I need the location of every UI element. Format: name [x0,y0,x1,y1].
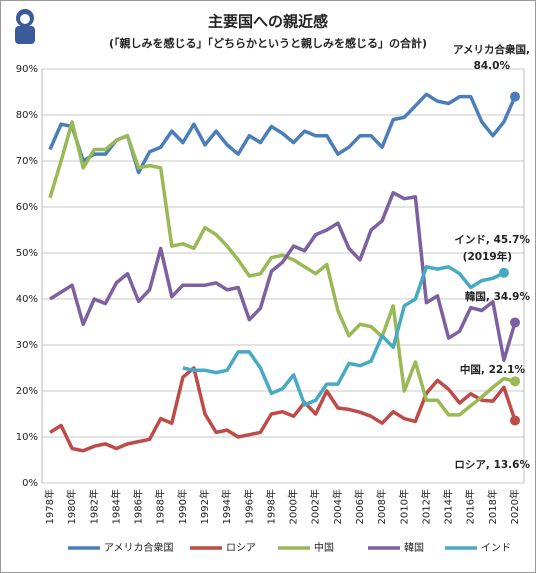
annotation: アメリカ合衆国, [453,43,530,56]
x-tick-label: 2014年 [442,489,455,524]
series-line [49,190,517,362]
end-point [510,376,520,387]
y-tick-label: 70% [16,156,38,167]
x-tick-label: 1982年 [87,489,100,524]
x-tick-label: 1994年 [220,489,233,524]
x-tick-label: 2018年 [486,489,499,524]
x-tick-label: 1984年 [109,489,122,524]
y-tick-label: 0% [22,478,38,489]
x-tick-label: 1992年 [198,489,211,524]
x-tick-label: 2008年 [375,489,388,524]
annotation: 中国, 22.1% [460,363,526,376]
x-tick-label: 1980年 [65,489,78,524]
y-tick-label: 30% [16,340,38,351]
end-point [510,415,520,426]
x-tick-label: 1990年 [176,489,189,524]
annotation: (2019年) [463,250,512,263]
annotation: インド, 45.7% [454,234,530,246]
annotation: ロシア, 13.6% [454,459,530,471]
x-tick-label: 2006年 [353,489,366,524]
y-tick-label: 90% [16,64,38,75]
y-tick-label: 10% [16,432,38,443]
chart-title: 主要国への親近感 [208,13,328,31]
x-tick-label: 1998年 [264,489,277,524]
chart-subtitle: (「親しみを感じる」「どちらかというと親しみを感じる」の合計) [109,36,427,50]
y-tick-label: 40% [16,294,38,305]
end-point [510,91,520,102]
x-tick-label: 2016年 [464,489,477,524]
x-tick-label: 2000年 [287,489,300,524]
y-tick-label: 80% [16,110,38,121]
y-tick-label: 20% [16,386,38,397]
y-tick-label: 50% [16,248,38,259]
x-tick-label: 2012年 [419,489,432,524]
legend-label: 韓国 [404,542,424,554]
series-line [48,120,516,417]
y-tick-label: 60% [16,202,38,213]
series-line [182,265,505,407]
legend-label: インド [481,543,511,554]
legend-label: ロシア [226,543,256,554]
x-tick-label: 1978年 [43,489,56,524]
end-point [498,267,509,278]
end-point [510,317,520,328]
x-tick-label: 2020年 [508,489,521,524]
logo-icon [15,9,35,44]
x-tick-label: 2010年 [397,489,410,524]
x-tick-label: 2002年 [309,489,322,524]
x-tick-label: 1988年 [154,489,167,524]
x-tick-label: 2004年 [331,489,344,524]
x-tick-label: 1986年 [132,489,145,524]
annotation: 84.0% [474,60,511,72]
legend-label: 中国 [314,541,334,554]
series-line [49,366,517,453]
legend-label: アメリカ合衆国 [104,541,174,554]
x-tick-label: 1996年 [242,489,255,524]
annotation: 韓国, 34.9% [465,290,531,303]
